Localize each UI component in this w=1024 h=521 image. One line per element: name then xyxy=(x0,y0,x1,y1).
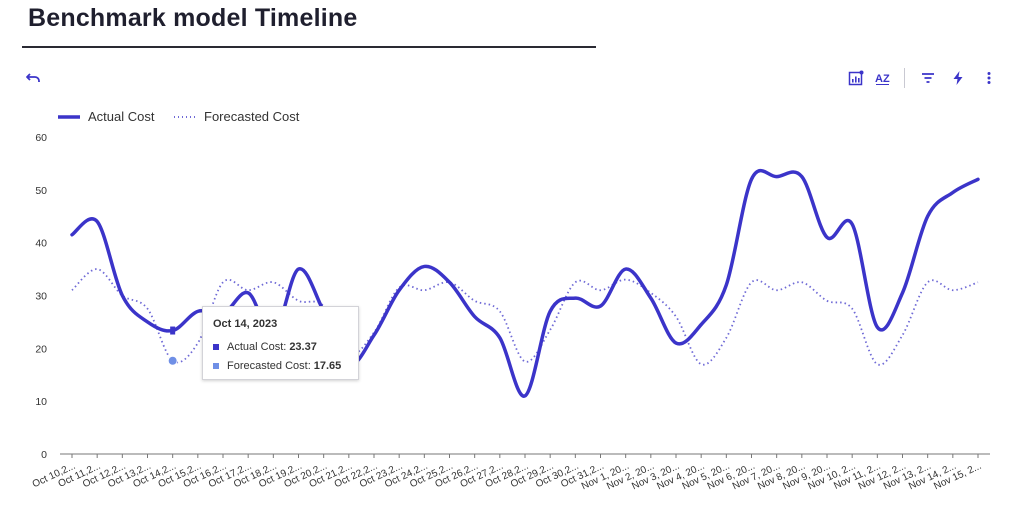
more-options-button[interactable] xyxy=(979,68,999,88)
filter-icon xyxy=(922,73,934,83)
y-tick-label: 0 xyxy=(41,449,47,461)
y-tick-label: 60 xyxy=(35,132,47,144)
y-tick-label: 10 xyxy=(35,396,47,408)
tooltip-actual-row: Actual Cost: 23.37 xyxy=(213,341,317,353)
hover-marker-actual xyxy=(170,326,176,335)
series-line-forecasted-cost[interactable] xyxy=(71,268,979,366)
chart-title: Benchmark model Timeline xyxy=(28,4,358,32)
sort-az-icon: AZ xyxy=(875,73,890,85)
bolt-button[interactable] xyxy=(948,68,968,88)
legend-label-0[interactable]: Actual Cost xyxy=(88,109,155,124)
toolbar-separator xyxy=(904,68,905,88)
y-tick-label: 20 xyxy=(35,343,47,355)
tooltip-date: Oct 14, 2023 xyxy=(213,318,278,330)
data-tooltip: Oct 14, 2023 Actual Cost: 23.37 Forecast… xyxy=(202,306,359,380)
more-vert-icon xyxy=(987,72,991,84)
tooltip-actual-value: 23.37 xyxy=(289,341,317,353)
undo-icon xyxy=(26,73,40,82)
legend-label-1[interactable]: Forecasted Cost xyxy=(204,109,300,124)
y-axis: 0 10 20 30 40 50 60 xyxy=(35,132,47,461)
title-divider xyxy=(22,46,596,48)
sort-az-button[interactable]: AZ xyxy=(873,68,893,88)
y-tick-label: 40 xyxy=(35,238,47,250)
chart-insights-icon xyxy=(848,70,864,86)
tooltip-forecast-value: 17.65 xyxy=(313,360,342,372)
filter-button[interactable] xyxy=(918,68,938,88)
chart-legend: Actual Cost Forecasted Cost xyxy=(58,109,300,124)
tooltip-forecast-label: Forecasted Cost: xyxy=(227,360,311,372)
bolt-icon xyxy=(953,71,963,85)
undo-button[interactable] xyxy=(23,68,43,88)
y-tick-label: 50 xyxy=(35,185,47,197)
y-tick-label: 30 xyxy=(35,291,47,303)
tooltip-forecast-swatch xyxy=(213,363,219,369)
tooltip-actual-swatch xyxy=(213,344,219,350)
hover-layer xyxy=(167,326,178,366)
tooltip-forecast-row: Forecasted Cost: 17.65 xyxy=(213,360,341,372)
chart-insights-button[interactable] xyxy=(846,68,866,88)
hover-marker-forecast xyxy=(167,355,178,366)
tooltip-actual-label: Actual Cost: xyxy=(227,341,287,353)
sort-az-label: AZ xyxy=(875,73,890,85)
x-axis: Oct 10,2...Oct 11,2...Oct 12,2...Oct 13,… xyxy=(31,453,990,492)
